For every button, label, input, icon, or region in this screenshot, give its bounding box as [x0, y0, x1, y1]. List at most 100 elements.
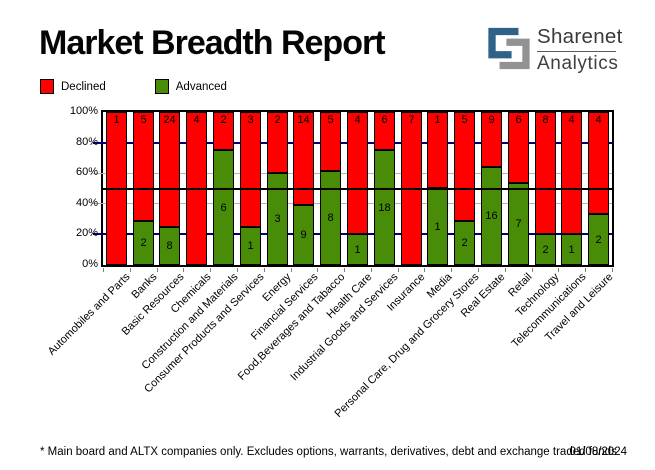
bar-advanced-segment	[240, 227, 261, 265]
bar-advanced-count: 2	[461, 237, 468, 249]
fifty-percent-line	[103, 187, 612, 190]
bar-advanced-segment	[454, 221, 475, 265]
bar-declined-count: 7	[408, 114, 415, 126]
bar-declined-count: 2	[274, 114, 281, 126]
bar-advanced-count: 1	[354, 243, 361, 256]
bar-advanced-count: 8	[327, 212, 334, 224]
legend-swatch-declined	[40, 79, 54, 94]
x-axis-tick	[532, 268, 533, 272]
legend-item-advanced: Advanced	[154, 79, 227, 94]
bar-advanced-count: 2	[542, 243, 549, 256]
bar-declined-segment	[293, 112, 314, 205]
bar-declined-segment	[454, 112, 475, 221]
footnote: * Main board and ALTX companies only. Ex…	[40, 446, 617, 458]
logo-brand-name: Sharenet	[537, 25, 623, 48]
bar-advanced-segment	[561, 234, 582, 265]
bar-declined-count: 4	[568, 114, 575, 126]
bar-advanced-count: 1	[247, 240, 254, 252]
bar-declined-segment	[508, 112, 529, 183]
y-axis-tick-40pct	[93, 203, 103, 205]
bar-declined-count: 2	[220, 114, 227, 126]
y-tick-label-60pct: 60%	[75, 166, 98, 179]
legend-label-declined: Declined	[61, 80, 106, 93]
bar-advanced-count: 1	[568, 243, 575, 256]
bar-declined-segment	[347, 112, 368, 234]
bar-declined-count: 6	[381, 114, 388, 126]
y-axis-tick-20pct	[93, 233, 103, 236]
bar-advanced-segment	[320, 171, 341, 265]
bar-advanced-count: 16	[485, 210, 498, 222]
bar-declined-count: 4	[595, 114, 602, 126]
bar-declined-count: 4	[193, 114, 200, 126]
logo-text: Sharenet Analytics	[537, 25, 623, 74]
y-tick-label-20pct: 20%	[75, 227, 98, 240]
y-axis-tick-80pct	[93, 141, 103, 144]
x-axis-tick	[585, 268, 586, 272]
legend-swatch-advanced	[154, 79, 169, 94]
bar-advanced-count: 9	[300, 229, 307, 241]
logo-brand-sub: Analytics	[537, 52, 619, 74]
x-axis-tick	[183, 268, 184, 272]
x-axis-tick	[264, 268, 265, 272]
x-axis-tick	[505, 268, 506, 272]
bar-declined-count: 24	[163, 114, 176, 126]
x-axis-tick	[157, 268, 158, 272]
y-tick-label-0pct: 0%	[82, 258, 98, 270]
bar-advanced-count: 2	[595, 233, 602, 246]
bar-advanced-count: 6	[220, 201, 227, 214]
x-axis-tick	[424, 268, 425, 272]
bar-declined-segment	[481, 112, 502, 167]
bar-declined-count: 14	[297, 114, 310, 126]
x-axis-tick	[130, 268, 131, 272]
logo-divider	[537, 50, 616, 52]
bar-declined-count: 5	[327, 114, 334, 126]
bar-advanced-segment	[481, 167, 502, 265]
plot-area: 1 5 2 24 8 4 2 6 3 1 2 3 14 9 5 8 4 1 6 18 7 1 1 5 2 9 16 6 7 8 2 4 1 4 2	[101, 110, 614, 267]
x-axis-tick	[371, 268, 372, 272]
bar-declined-count: 1	[434, 114, 441, 126]
bar-advanced-count: 1	[434, 220, 441, 233]
x-axis-tick	[317, 268, 318, 272]
x-axis-tick	[612, 268, 613, 272]
sharenet-s-icon	[488, 27, 530, 70]
sharenet-logo: Sharenet Analytics	[487, 25, 623, 74]
bar-advanced-count: 8	[166, 240, 173, 252]
bar-advanced-segment	[535, 234, 556, 265]
bar-declined-count: 5	[461, 114, 468, 126]
x-axis-tick	[210, 268, 211, 272]
bar-declined-segment	[267, 112, 288, 173]
bar-declined-count: 5	[140, 114, 147, 126]
report-date: 01/08/2024	[569, 446, 627, 458]
bar-declined-segment	[240, 112, 261, 227]
bar-advanced-segment	[293, 205, 314, 265]
bar-declined-segment	[133, 112, 154, 221]
y-tick-label-40pct: 40%	[75, 196, 98, 209]
bar-declined-segment	[561, 112, 582, 234]
legend-item-declined: Declined	[40, 79, 106, 94]
page-title: Market Breadth Report	[39, 24, 386, 62]
chart-legend: Declined Advanced	[40, 79, 227, 94]
bar-declined-count: 8	[542, 114, 549, 126]
y-tick-label-100pct: 100%	[69, 105, 98, 117]
bar-advanced-count: 7	[515, 218, 522, 230]
bar-advanced-segment	[213, 150, 234, 265]
y-tick-label-80pct: 80%	[75, 135, 98, 148]
bar-advanced-count: 2	[140, 237, 147, 249]
bar-declined-count: 9	[488, 114, 495, 126]
x-axis-tick	[558, 268, 559, 272]
bar-declined-segment	[374, 112, 395, 150]
bar-declined-count: 1	[113, 114, 120, 126]
bar-declined-count: 3	[247, 114, 254, 126]
bar-advanced-segment	[159, 227, 180, 265]
bar-declined-segment	[588, 112, 609, 214]
x-axis-tick	[237, 268, 238, 272]
bar-advanced-segment	[267, 173, 288, 265]
y-axis-tick-60pct	[93, 172, 103, 174]
bar-declined-segment	[213, 112, 234, 150]
bar-advanced-segment	[133, 221, 154, 265]
bar-declined-segment	[320, 112, 341, 171]
bar-advanced-segment	[347, 234, 368, 265]
x-axis-tick	[398, 268, 399, 272]
bar-declined-count: 4	[354, 114, 361, 126]
